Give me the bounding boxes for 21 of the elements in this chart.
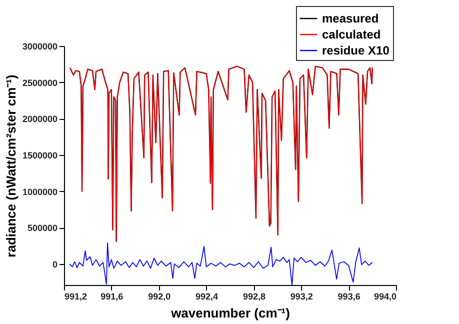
y-tick-label: 1500000 — [22, 150, 58, 160]
x-tick-label: 993,6 — [338, 292, 360, 302]
y-tick-label: 2500000 — [22, 78, 58, 88]
x-tick-label: 992,8 — [242, 292, 266, 302]
x-tick-label: 991,2 — [64, 292, 88, 302]
legend-label: calculated — [322, 28, 381, 42]
legend-label: measured — [322, 12, 379, 26]
y-tick-label: 3000000 — [22, 42, 58, 52]
x-tick-label: 994,0 — [374, 292, 396, 302]
y-axis-title: radiance (nWatt/cm²ster cm⁻¹) — [3, 74, 18, 258]
x-axis-title: wavenumber (cm⁻¹) — [170, 306, 290, 320]
legend-label: residue X10 — [322, 44, 390, 58]
line-series — [69, 242, 373, 285]
y-tick-label: 2000000 — [22, 114, 58, 124]
x-tick-label: 992,4 — [196, 292, 218, 302]
x-tick-label: 993,2 — [290, 292, 313, 302]
y-tick-label: 0 — [52, 259, 58, 270]
y-tick-label: 1000000 — [22, 186, 58, 197]
x-tick-label: 991,6 — [100, 292, 124, 302]
x-tick-label: 992,0 — [148, 292, 171, 302]
y-tick-label: 500000 — [27, 223, 58, 234]
